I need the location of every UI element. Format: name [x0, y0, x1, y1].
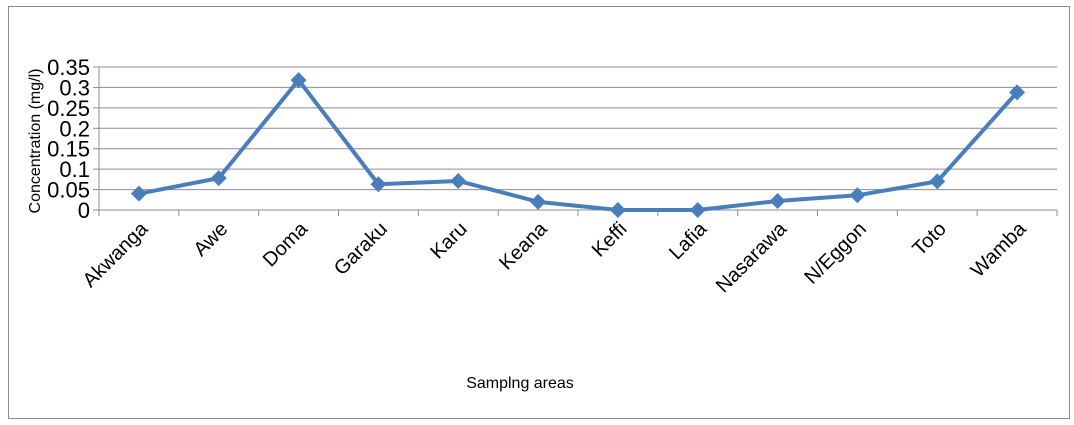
data-point-marker [849, 187, 866, 204]
y-tick-label: 0.15 [47, 137, 90, 162]
x-tick-label: Karu [426, 218, 471, 263]
data-point-marker [290, 72, 307, 89]
x-tick-label: Toto [908, 218, 950, 260]
y-tick-labels: 00.050.10.150.20.250.30.35 [47, 55, 90, 223]
y-tick-label: 0.2 [59, 116, 90, 141]
data-series [130, 72, 1026, 218]
x-tick-label: Doma [259, 217, 313, 271]
x-tick-label: Nasarawa [712, 217, 792, 297]
data-point-marker [689, 202, 706, 218]
x-tick-label: Akwanga [79, 217, 153, 291]
data-point-marker [609, 202, 626, 218]
data-point-marker [450, 172, 467, 189]
x-axis-label: Samplng areas [466, 375, 574, 392]
y-tick-label: 0.3 [59, 75, 90, 100]
data-point-marker [210, 170, 227, 187]
series-line [138, 78, 1019, 212]
x-tick-labels: Akwanga Awe Doma Garaku Karu Keana Keffi Lafia N… [79, 217, 1032, 297]
y-axis-label: Concentration (mg/l) [27, 69, 44, 214]
x-tick-label: Keffi [588, 218, 632, 262]
y-tick-label: 0 [78, 198, 90, 223]
y-tick-label: 0.1 [59, 157, 90, 182]
x-tick-label: N/Eggon [800, 218, 871, 289]
data-point-marker [530, 193, 547, 210]
y-tick-label: 0.05 [47, 178, 90, 203]
x-tick-label: Lafia [665, 217, 712, 264]
x-axis [98, 67, 1058, 216]
x-tick-label: Awe [189, 218, 232, 261]
data-point-marker [370, 176, 387, 193]
data-point-marker [1009, 84, 1026, 101]
y-tick-label: 0.35 [47, 55, 90, 80]
data-point-marker [769, 193, 786, 210]
data-point-marker [130, 185, 147, 202]
x-tick-label: Garaku [330, 218, 392, 280]
y-tick-label: 0.25 [47, 96, 90, 121]
x-tick-label: Wamba [967, 217, 1031, 281]
x-tick-label: Keana [495, 217, 552, 274]
gridlines [93, 66, 1057, 211]
chart-frame [8, 6, 1070, 419]
data-point-marker [929, 173, 946, 190]
